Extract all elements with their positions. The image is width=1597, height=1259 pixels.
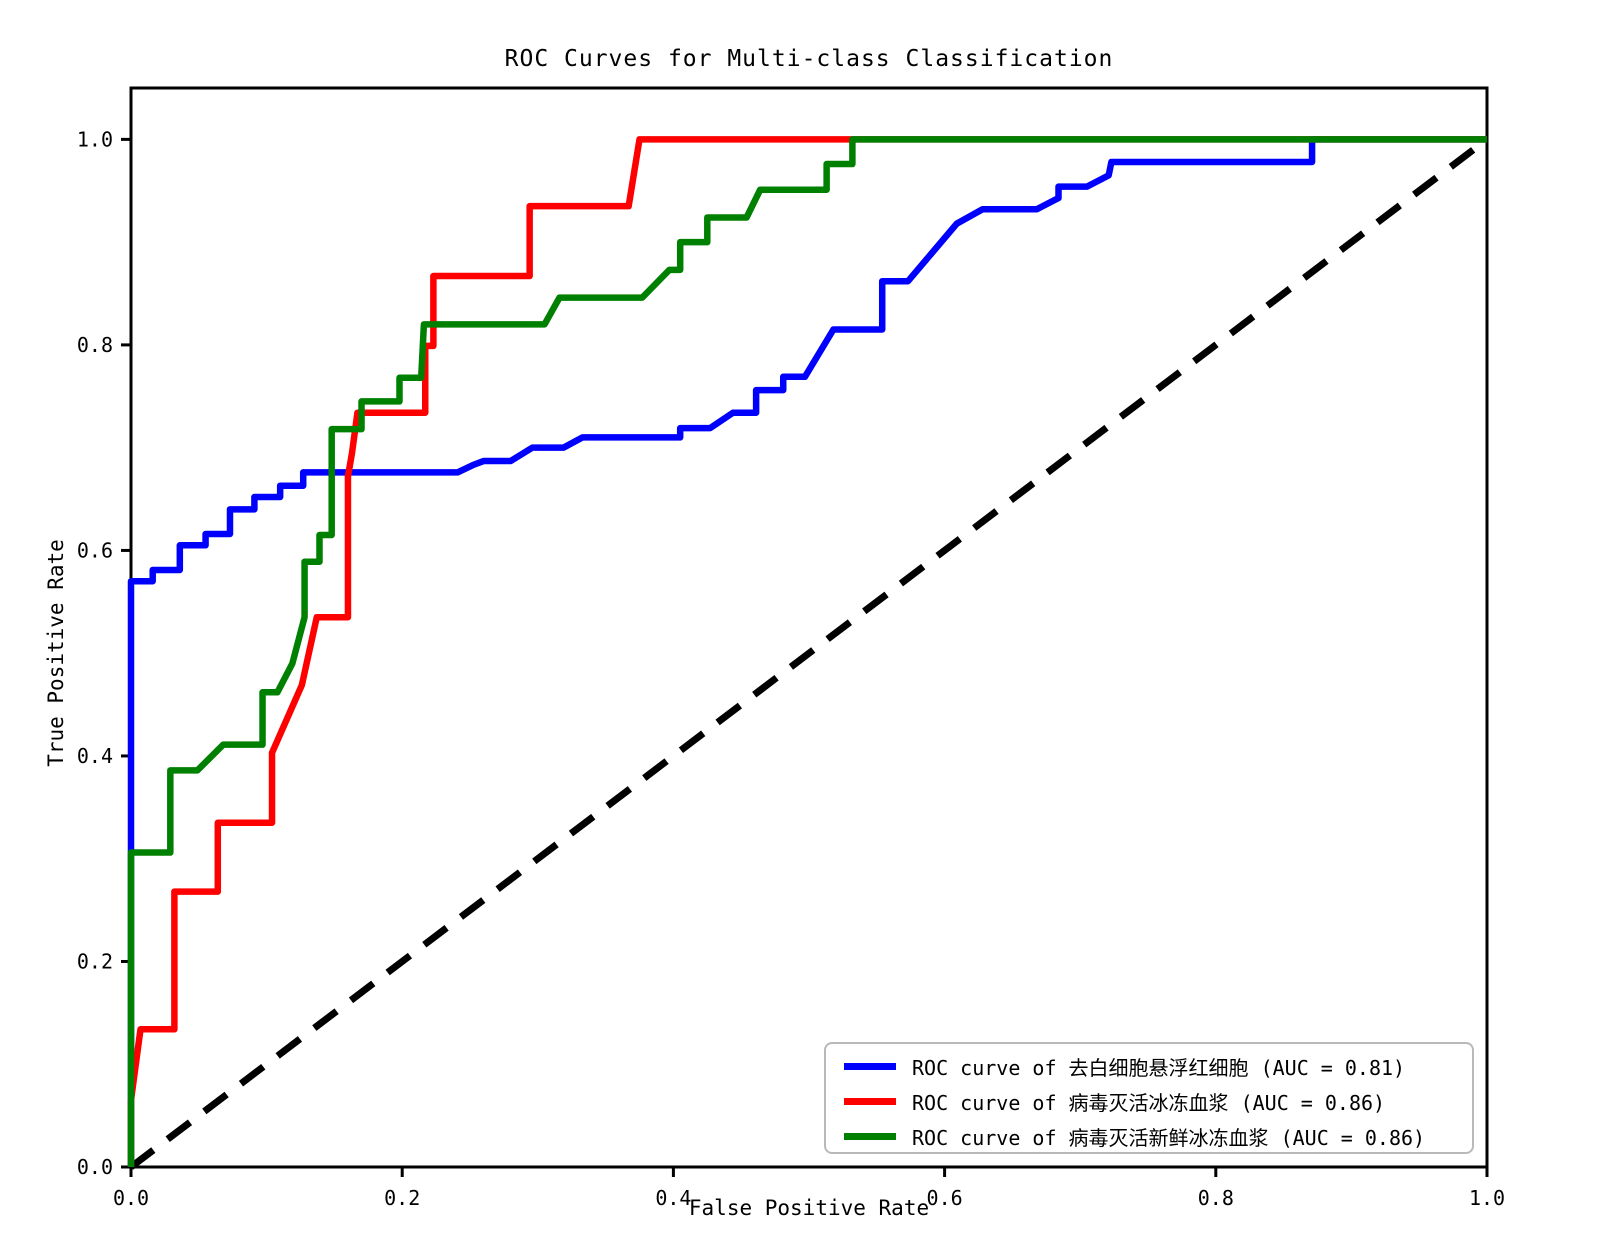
legend-line-swatch	[844, 1098, 896, 1105]
x-axis-label: False Positive Rate	[688, 1196, 930, 1220]
x-tick-label: 0.6	[927, 1186, 963, 1210]
y-tick-label: 0.2	[77, 949, 113, 973]
x-tick-label: 0.2	[384, 1186, 420, 1210]
chance-diagonal	[128, 136, 1490, 1170]
x-tick-label: 0.4	[655, 1186, 691, 1210]
y-tick-label: 0.0	[77, 1155, 113, 1179]
chart-title: ROC Curves for Multi-class Classificatio…	[504, 46, 1114, 72]
legend-item: ROC curve of 去白细胞悬浮红细胞 (AUC = 0.81)	[826, 1049, 1472, 1084]
legend-label: ROC curve of 病毒灭活新鲜冰冻血浆 (AUC = 0.86)	[912, 1126, 1426, 1150]
x-tick-label: 0.0	[113, 1186, 149, 1210]
legend-line-swatch	[844, 1133, 896, 1140]
legend-label: ROC curve of 去白细胞悬浮红细胞 (AUC = 0.81)	[912, 1056, 1406, 1080]
y-axis-label: True Positive Rate	[44, 539, 68, 767]
y-tick-label: 0.6	[77, 538, 113, 562]
y-tick-label: 0.4	[77, 744, 113, 768]
y-tick-label: 1.0	[77, 127, 113, 151]
roc-curve-series-3	[127, 136, 1487, 1167]
roc-curve-series-2	[127, 136, 1487, 1167]
legend: ROC curve of 去白细胞悬浮红细胞 (AUC = 0.81) ROC c…	[824, 1042, 1474, 1154]
y-tick-label: 0.8	[77, 333, 113, 357]
plot-border	[129, 86, 1489, 1169]
legend-label: ROC curve of 病毒灭活冰冻血浆 (AUC = 0.86)	[912, 1091, 1386, 1115]
legend-line-swatch	[844, 1063, 896, 1070]
roc-curve-series-1	[127, 136, 1487, 1167]
x-tick-label: 0.8	[1198, 1186, 1234, 1210]
x-tick-label: 1.0	[1469, 1186, 1505, 1210]
legend-item: ROC curve of 病毒灭活冰冻血浆 (AUC = 0.86)	[826, 1084, 1472, 1119]
legend-item: ROC curve of 病毒灭活新鲜冰冻血浆 (AUC = 0.86)	[826, 1119, 1472, 1154]
